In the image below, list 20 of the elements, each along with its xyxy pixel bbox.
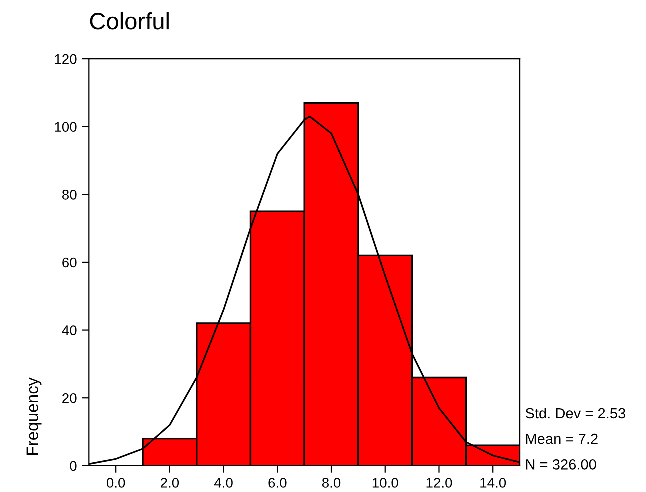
text: Mean = 7.2 xyxy=(526,434,598,444)
text: N = 326.00 xyxy=(526,460,596,470)
x-tick-label: 0.0 xyxy=(106,478,126,488)
y-tick-label: 60 xyxy=(62,258,77,268)
y-axis-title: Frequency xyxy=(26,378,42,456)
x-tick-label: 8.0 xyxy=(322,478,341,488)
x-tick-label: 6.0 xyxy=(268,478,287,488)
x-tick-label: 12.0 xyxy=(426,478,452,488)
x-tick-label: 4.0 xyxy=(214,478,233,488)
y-tick-label: 20 xyxy=(62,393,77,404)
x-tick-label: 10.0 xyxy=(372,478,398,488)
y-tick-label: 80 xyxy=(62,190,77,200)
y-tick-label: 0 xyxy=(70,461,77,472)
y-tick-label: 100 xyxy=(55,122,77,132)
chart-title: Colorful xyxy=(90,12,169,30)
y-tick-label: 40 xyxy=(62,326,77,336)
y-tick-label: 120 xyxy=(55,54,77,64)
x-tick-label: 14.0 xyxy=(480,478,506,488)
text: Std. Dev = 2.53 xyxy=(526,408,626,419)
x-tick-label: 2.0 xyxy=(160,478,180,488)
